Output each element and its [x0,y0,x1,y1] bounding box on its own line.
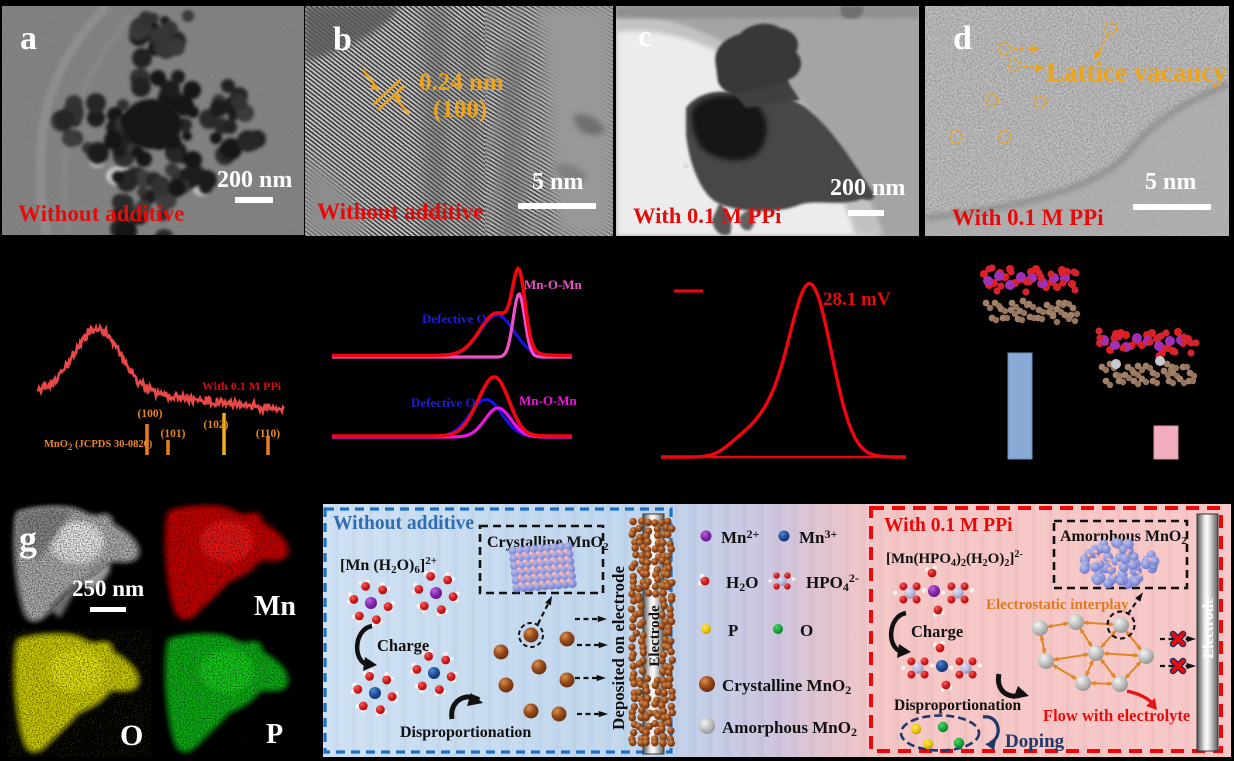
svg-text:[Mn(HPO4)2(H2O)2]2-: [Mn(HPO4)2(H2O)2]2- [886,549,1023,569]
svg-text:(110): (110) [256,428,280,440]
svg-text:0.24 nm: 0.24 nm [419,69,504,96]
svg-text:Charge: Charge [377,636,429,655]
svg-text:Without additive: Without additive [333,513,474,534]
svg-text:Defective O: Defective O [411,395,476,410]
svg-text:Electrode: Electrode [1201,597,1217,659]
svg-text:Disproportionation: Disproportionation [400,724,531,741]
svg-text:Mn-O-Mn: Mn-O-Mn [524,277,583,292]
svg-text:Defective O: Defective O [422,311,487,326]
svg-text:(100): (100) [138,408,163,420]
svg-text:Electrostatic interplay: Electrostatic interplay [986,597,1129,613]
svg-text:Lattice vacancy: Lattice vacancy [1046,57,1227,87]
svg-text:Disproportionation: Disproportionation [894,697,1022,714]
svg-text:H2O: H2O [726,573,758,594]
svg-text:(100): (100) [433,96,487,123]
svg-text:Deposited on electrode: Deposited on electrode [609,566,628,730]
svg-text:Amorphous MnO2: Amorphous MnO2 [1060,528,1187,547]
svg-text:28.1 mV: 28.1 mV [823,289,891,310]
svg-text:(101): (101) [161,428,186,440]
svg-text:Electrode: Electrode [647,605,663,667]
svg-text:Flow with electrolyte: Flow with electrolyte [1043,706,1190,725]
svg-text:MnO2 (JCPDS 30-0820): MnO2 (JCPDS 30-0820) [44,439,153,452]
svg-text:Doping: Doping [1005,731,1065,752]
svg-text:Amorphous MnO2: Amorphous MnO2 [722,718,857,739]
svg-text:Crystalline MnO2: Crystalline MnO2 [722,676,851,697]
svg-text:(102): (102) [204,419,229,431]
svg-text:O: O [800,621,813,640]
svg-text:Charge: Charge [911,622,963,641]
svg-text:With 0.1 M PPi: With 0.1 M PPi [884,515,1013,536]
svg-text:P: P [728,621,738,640]
svg-text:With 0.1 M PPi: With 0.1 M PPi [202,379,282,393]
svg-text:Mn-O-Mn: Mn-O-Mn [519,393,578,408]
svg-text:[Mn (H2O)6]2+: [Mn (H2O)6]2+ [340,555,437,576]
